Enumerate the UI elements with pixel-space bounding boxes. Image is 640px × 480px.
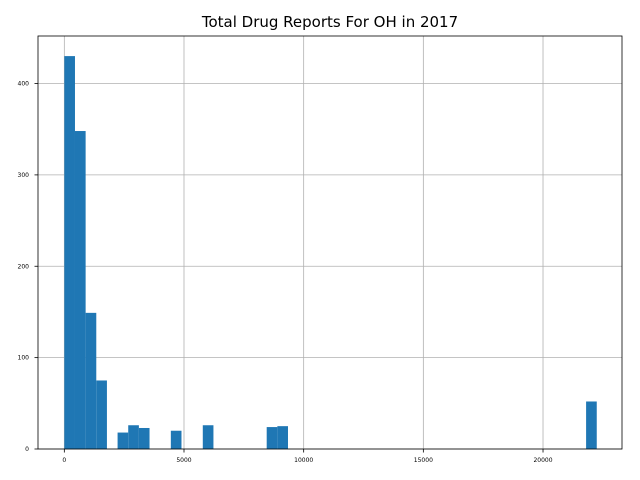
y-tick-label: 300	[18, 172, 30, 179]
histogram-bar	[138, 427, 150, 449]
x-tick-label: 10000	[294, 457, 313, 464]
x-tick-label: 15000	[414, 457, 433, 464]
histogram-bar	[170, 430, 182, 449]
chart-title: Total Drug Reports For OH in 2017	[201, 13, 458, 31]
histogram-bar	[64, 56, 75, 449]
y-tick-label: 200	[18, 263, 30, 270]
bars	[64, 56, 597, 449]
x-tick-label: 0	[62, 457, 66, 464]
histogram-bar	[74, 131, 86, 449]
histogram-bar	[128, 425, 139, 449]
y-tick-label: 0	[25, 446, 29, 453]
histogram-bar	[85, 312, 97, 449]
histogram-bar	[117, 432, 129, 449]
histogram-bar	[266, 427, 278, 449]
grid-lines	[38, 36, 622, 450]
x-tick-label: 5000	[176, 457, 191, 464]
histogram-bar	[277, 426, 288, 449]
axis-ticks: 0 5000 10000 15000 20000 0 100 200 300 400	[18, 81, 553, 464]
histogram-bar	[96, 380, 107, 449]
y-tick-label: 100	[18, 355, 30, 362]
y-tick-label: 400	[18, 81, 30, 88]
x-tick-label: 20000	[533, 457, 552, 464]
plot-frame	[37, 35, 623, 450]
histogram-bar	[202, 425, 214, 449]
histogram-bar	[586, 401, 597, 449]
